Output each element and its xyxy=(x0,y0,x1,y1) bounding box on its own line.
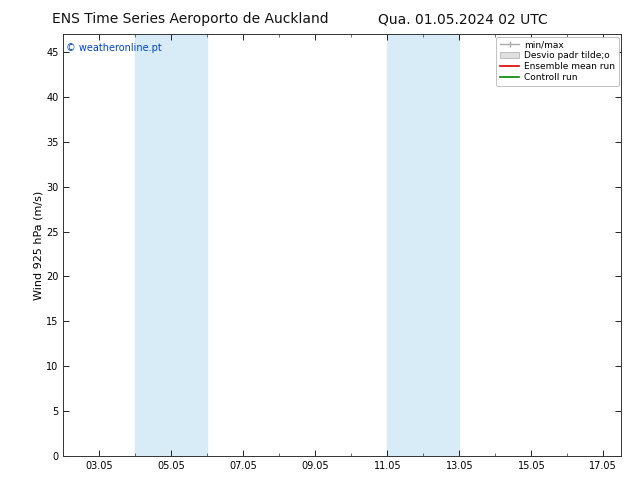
Text: Qua. 01.05.2024 02 UTC: Qua. 01.05.2024 02 UTC xyxy=(378,12,548,26)
Bar xyxy=(387,34,460,456)
Legend: min/max, Desvio padr tilde;o, Ensemble mean run, Controll run: min/max, Desvio padr tilde;o, Ensemble m… xyxy=(496,37,619,86)
Y-axis label: Wind 925 hPa (m/s): Wind 925 hPa (m/s) xyxy=(33,191,43,299)
Bar xyxy=(136,34,207,456)
Text: ENS Time Series Aeroporto de Auckland: ENS Time Series Aeroporto de Auckland xyxy=(52,12,328,26)
Text: © weatheronline.pt: © weatheronline.pt xyxy=(66,43,162,53)
